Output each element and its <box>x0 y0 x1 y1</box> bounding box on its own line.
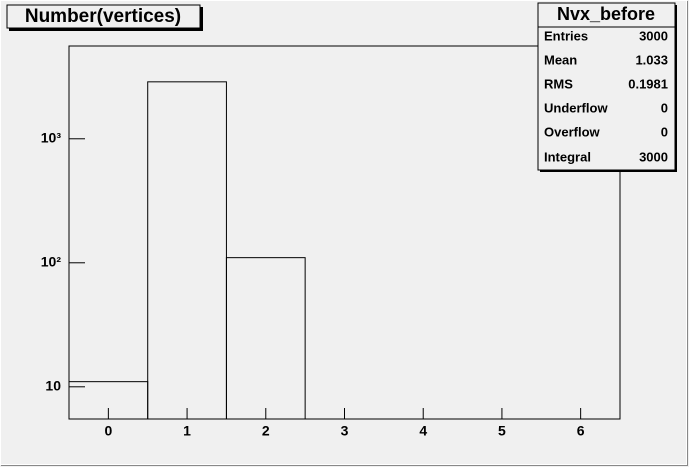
y-tick-label: 10² <box>41 253 62 269</box>
stats-value: 3000 <box>639 28 668 43</box>
stats-value: 3000 <box>639 149 668 164</box>
x-tick-label: 1 <box>183 423 191 439</box>
stats-label: RMS <box>544 76 573 91</box>
stats-label: Overflow <box>544 124 601 139</box>
stats-label: Entries <box>544 28 588 43</box>
x-tick-label: 4 <box>419 423 427 439</box>
x-tick-label: 3 <box>341 423 349 439</box>
stats-label: Integral <box>544 149 591 164</box>
stats-value: 0 <box>661 100 668 115</box>
stats-box <box>537 2 676 171</box>
stats-label: Underflow <box>544 100 608 115</box>
x-tick-label: 6 <box>577 423 585 439</box>
y-tick-label: 10³ <box>41 129 62 145</box>
stats-rows: Entries 3000 Mean 1.033 RMS 0.1981 Underflow 0 O… <box>544 28 668 164</box>
x-tick-label: 0 <box>104 423 112 439</box>
x-tick-label: 5 <box>498 423 506 439</box>
stats-label: Mean <box>544 52 577 67</box>
x-tick-label: 2 <box>262 423 270 439</box>
plot: 0 1 2 3 4 5 6 10 10² 10³ <box>41 81 585 439</box>
stats-value: 0.1981 <box>628 76 668 91</box>
chart-title: Number(vertices) <box>25 6 181 27</box>
bar <box>147 81 227 420</box>
plot-frame <box>68 45 621 420</box>
bar <box>225 257 306 420</box>
y-tick-label: 10 <box>45 378 61 394</box>
stats-value: 1.033 <box>635 52 668 67</box>
stats-value: 0 <box>661 124 668 139</box>
stats-title: Nvx_before <box>557 4 655 24</box>
title-box <box>6 4 201 29</box>
